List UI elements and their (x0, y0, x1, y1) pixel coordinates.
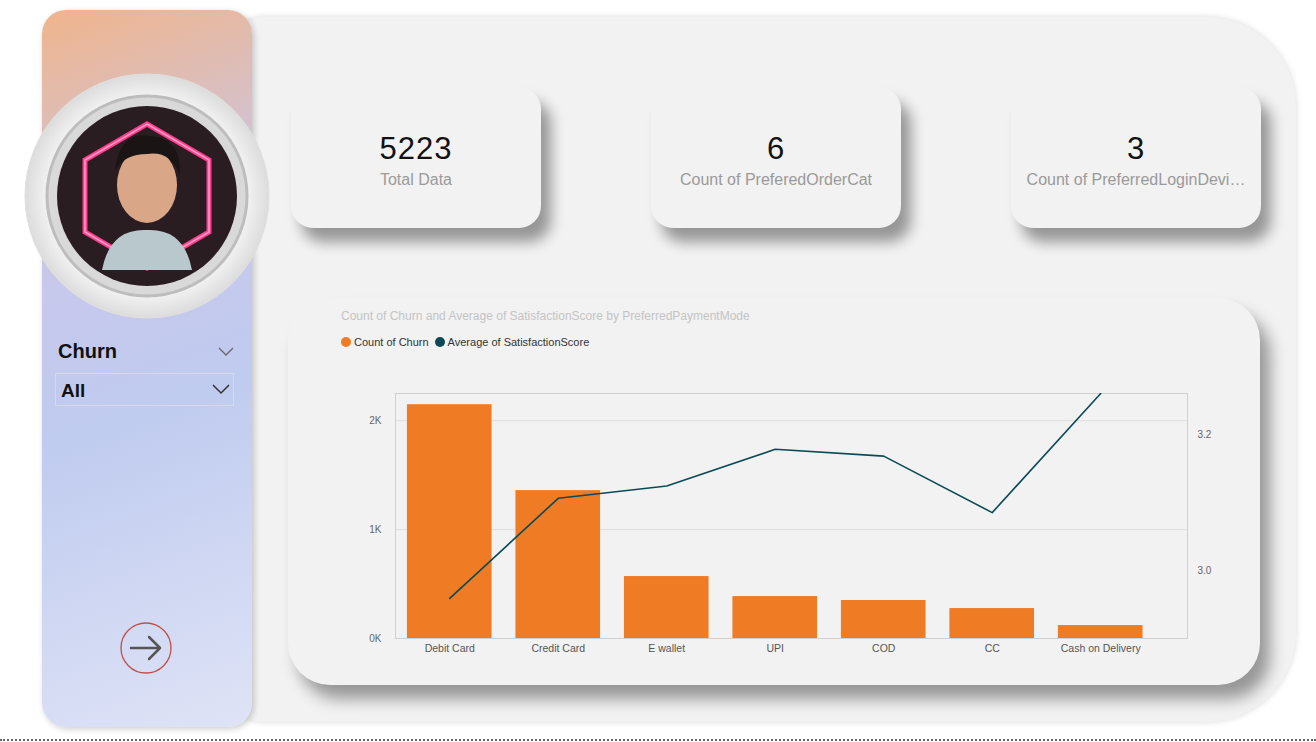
html-text:Count of PreferedOrderCat: Count of PreferedOrderCat (680, 171, 872, 188)
svg-text:2K: 2K (369, 415, 382, 426)
html-text:Count of PreferredLoginDevi…: Count of PreferredLoginDevi… (1026, 171, 1246, 188)
svg-text:UPI: UPI (766, 642, 784, 654)
svg-text:Debit Card: Debit Card (425, 642, 475, 654)
svg-text:Credit Card: Credit Card (531, 642, 585, 654)
html-text:All: All (61, 380, 86, 401)
svg-text:3.0: 3.0 (1198, 565, 1212, 576)
html-text:6: 6 (766, 131, 786, 166)
html-text:Average of SatisfactionScore: Average of SatisfactionScore (447, 336, 590, 348)
svg-text:0K: 0K (369, 633, 382, 644)
html-text:Churn: Churn (58, 340, 117, 362)
html-text:Count of Churn: Count of Churn (354, 336, 429, 348)
html-text:5223: 5223 (379, 131, 453, 166)
svg-text:Cash on Delivery: Cash on Delivery (1061, 642, 1142, 654)
svg-text:CC: CC (985, 642, 1001, 654)
svg-text:1K: 1K (369, 524, 382, 535)
html-text:Count of Churn and Average of: Count of Churn and Average of Satisfacti… (341, 309, 750, 323)
svg-text:COD: COD (872, 642, 896, 654)
html-text:Total Data: Total Data (380, 171, 452, 188)
svg-text:3.2: 3.2 (1198, 429, 1212, 440)
svg-text:E wallet: E wallet (648, 642, 685, 654)
html-text:3: 3 (1126, 131, 1146, 166)
